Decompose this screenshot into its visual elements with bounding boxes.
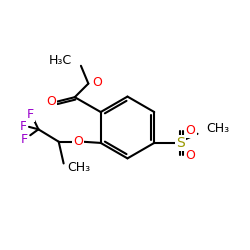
- Text: O: O: [186, 124, 196, 136]
- Text: O: O: [46, 95, 56, 108]
- Text: H₃C: H₃C: [48, 54, 72, 67]
- Text: F: F: [20, 120, 27, 133]
- Text: F: F: [21, 133, 28, 146]
- Text: O: O: [186, 149, 196, 162]
- Text: O: O: [92, 76, 102, 89]
- Text: F: F: [27, 108, 34, 122]
- Text: S: S: [176, 136, 184, 150]
- Text: CH₃: CH₃: [207, 122, 230, 134]
- Text: O: O: [73, 135, 83, 148]
- Text: CH₃: CH₃: [67, 162, 90, 174]
